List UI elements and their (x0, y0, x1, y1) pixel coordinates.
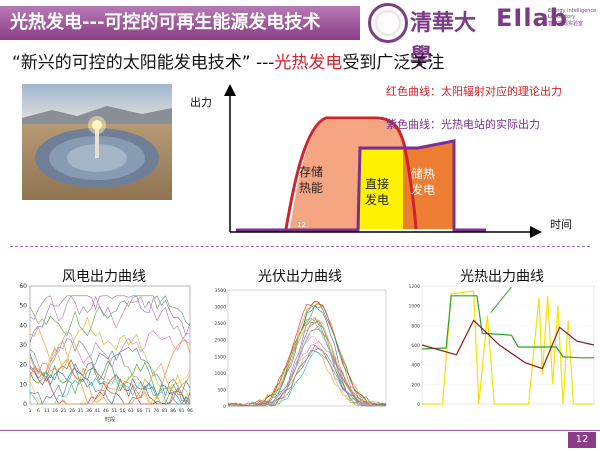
elab-logo: EIlab (496, 4, 568, 32)
purple-actual-curve (236, 139, 486, 232)
wind-xtick: 36 (86, 408, 92, 414)
label-heat: 储热发电 (410, 167, 435, 197)
wind-xtick: 21 (61, 408, 67, 414)
pv-series-line (227, 350, 386, 407)
pv-ytick: 0 (223, 404, 226, 410)
pv-chart-title: 光伏出力曲线 (258, 269, 342, 285)
section-divider (10, 246, 590, 248)
page-number: 12 (568, 432, 596, 448)
headline-red: 光热发电 (274, 53, 343, 73)
csp-ytick: 200 (411, 382, 420, 388)
x-axis-label: 时间 (550, 218, 572, 231)
pv-chart: 3500 3000 2500 2000 1500 1000 500 0 (210, 286, 390, 426)
legend-red: 红色曲线：太阳辐射对应的理论出力 (386, 85, 562, 98)
tsinghua-logo-text: 清華大學 (410, 10, 477, 70)
wind-series-line (29, 346, 191, 405)
elab-subtitle-cn: 智慧能源实验室 (548, 21, 584, 27)
wind-xtick: 96 (187, 408, 193, 414)
wind-plot-area (29, 285, 191, 405)
wind-ytick: 40 (19, 322, 27, 329)
wind-xlabel: 时段 (105, 416, 115, 423)
wind-xtick: 26 (69, 408, 75, 414)
wind-xtick: 11 (44, 408, 50, 414)
wind-xtick: 71 (145, 408, 151, 414)
wind-ytick: 20 (19, 362, 27, 369)
headline-part2: 受到广泛关注 (342, 53, 445, 73)
pv-ytick: 3000 (215, 305, 227, 311)
direct-generation-region (360, 150, 403, 229)
pv-series-line (228, 325, 387, 407)
wind-ytick: 60 (19, 283, 27, 290)
y-axis-label: 出力 (190, 96, 212, 109)
pv-plot-area (227, 289, 387, 407)
heat-storage-region (403, 142, 454, 229)
csp-ytick: 600 (411, 343, 420, 349)
wind-ytick: 50 (19, 303, 27, 310)
wind-series-line (29, 326, 191, 405)
headline-part1: “新兴的可控的太阳能发电技术” --- (12, 53, 275, 73)
wind-series-line (29, 338, 190, 405)
wind-xtick: 56 (120, 408, 126, 414)
red-theoretical-curve (284, 116, 418, 230)
csp-ytick: 400 (411, 363, 420, 369)
csp-darkred-line (421, 319, 595, 370)
label-direct: 直接发电 (364, 177, 389, 207)
wind-xtick: 66 (137, 408, 143, 414)
wind-ytick: 10 (19, 381, 27, 388)
output-diagram (186, 82, 600, 242)
footer-line (0, 430, 600, 431)
pv-ytick: 2000 (215, 338, 227, 344)
wind-series-line (29, 295, 191, 344)
wind-xtick: 41 (95, 408, 101, 414)
pv-ytick: 1500 (215, 354, 227, 360)
pv-ytick: 3500 (215, 288, 227, 294)
wind-xtick: 81 (162, 408, 168, 414)
csp-chart: 1200 1000 800 600 400 200 0 (408, 282, 598, 427)
wind-series-line (29, 339, 191, 405)
pv-ytick: 1000 (215, 371, 227, 377)
wind-xtick: 31 (78, 408, 84, 414)
csp-ytick: 1200 (409, 284, 421, 290)
page-title: 光热发电---可控的可再生能源发电技术 (0, 6, 360, 40)
wind-series-line (29, 295, 191, 343)
wind-series-line (29, 359, 191, 405)
wind-series-line (29, 373, 191, 405)
wind-xtick: 86 (170, 408, 176, 414)
wind-xtick: 51 (111, 408, 117, 414)
pv-series-line (228, 344, 387, 407)
wind-series-line (29, 295, 191, 337)
wind-xtick: 1 (29, 408, 32, 414)
wind-chart-title: 风电出力曲线 (62, 269, 146, 285)
wind-chart: 60 50 40 30 20 10 0 1 6 11 16 21 26 31 36 41 46 51 56 61 66 7… (14, 282, 194, 427)
csp-yellow-line (422, 290, 594, 405)
csp-ytick: 800 (411, 323, 420, 329)
wind-xtick: 46 (103, 408, 109, 414)
csp-chart-title: 光热出力曲线 (460, 269, 544, 285)
wind-xtick: 91 (179, 408, 185, 414)
wind-series-line (29, 370, 191, 405)
wind-ytick: 30 (19, 342, 27, 349)
solar-thermal-plant-photo (22, 84, 172, 200)
headline: “新兴的可控的太阳能发电技术” ---光热发电受到广泛关注 (12, 48, 444, 73)
csp-green-line (421, 295, 594, 359)
header: 光热发电---可控的可再生能源发电技术 清華大學 EIlab Energy In… (0, 0, 600, 70)
pv-ytick: 500 (217, 387, 226, 393)
inner-number: 12 (297, 221, 306, 229)
label-storage: 存储热能 (298, 165, 323, 195)
csp-pointer-arrow (490, 286, 512, 313)
legend-purple: 紫色曲线：光热电站的实际出力 (386, 118, 540, 131)
csp-ytick: 1000 (409, 304, 421, 310)
tsinghua-seal-icon (368, 3, 408, 43)
elab-subtitle-en: Energy Intelligence Laboratory (548, 8, 597, 20)
pv-ytick: 2500 (215, 321, 227, 327)
wind-xtick: 6 (37, 408, 40, 414)
wind-xtick: 16 (52, 408, 58, 414)
wind-ytick: 0 (23, 401, 27, 408)
wind-xtick: 61 (128, 408, 134, 414)
csp-ytick: 0 (417, 402, 420, 408)
wind-xtick: 76 (153, 408, 159, 414)
